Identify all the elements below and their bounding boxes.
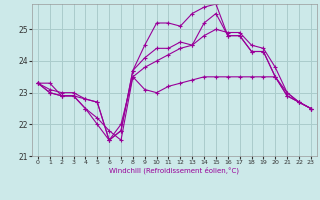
X-axis label: Windchill (Refroidissement éolien,°C): Windchill (Refroidissement éolien,°C)	[109, 167, 239, 174]
